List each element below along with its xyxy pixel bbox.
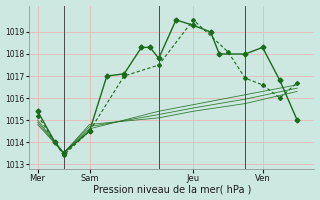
X-axis label: Pression niveau de la mer( hPa ): Pression niveau de la mer( hPa ) [92,184,251,194]
